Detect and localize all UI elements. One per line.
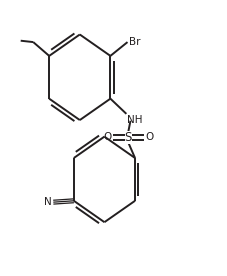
- Text: O: O: [144, 132, 153, 142]
- Text: Br: Br: [128, 37, 140, 47]
- Text: N: N: [44, 197, 52, 207]
- Text: NH: NH: [127, 115, 142, 125]
- Text: S: S: [124, 131, 131, 144]
- Text: O: O: [103, 132, 111, 142]
